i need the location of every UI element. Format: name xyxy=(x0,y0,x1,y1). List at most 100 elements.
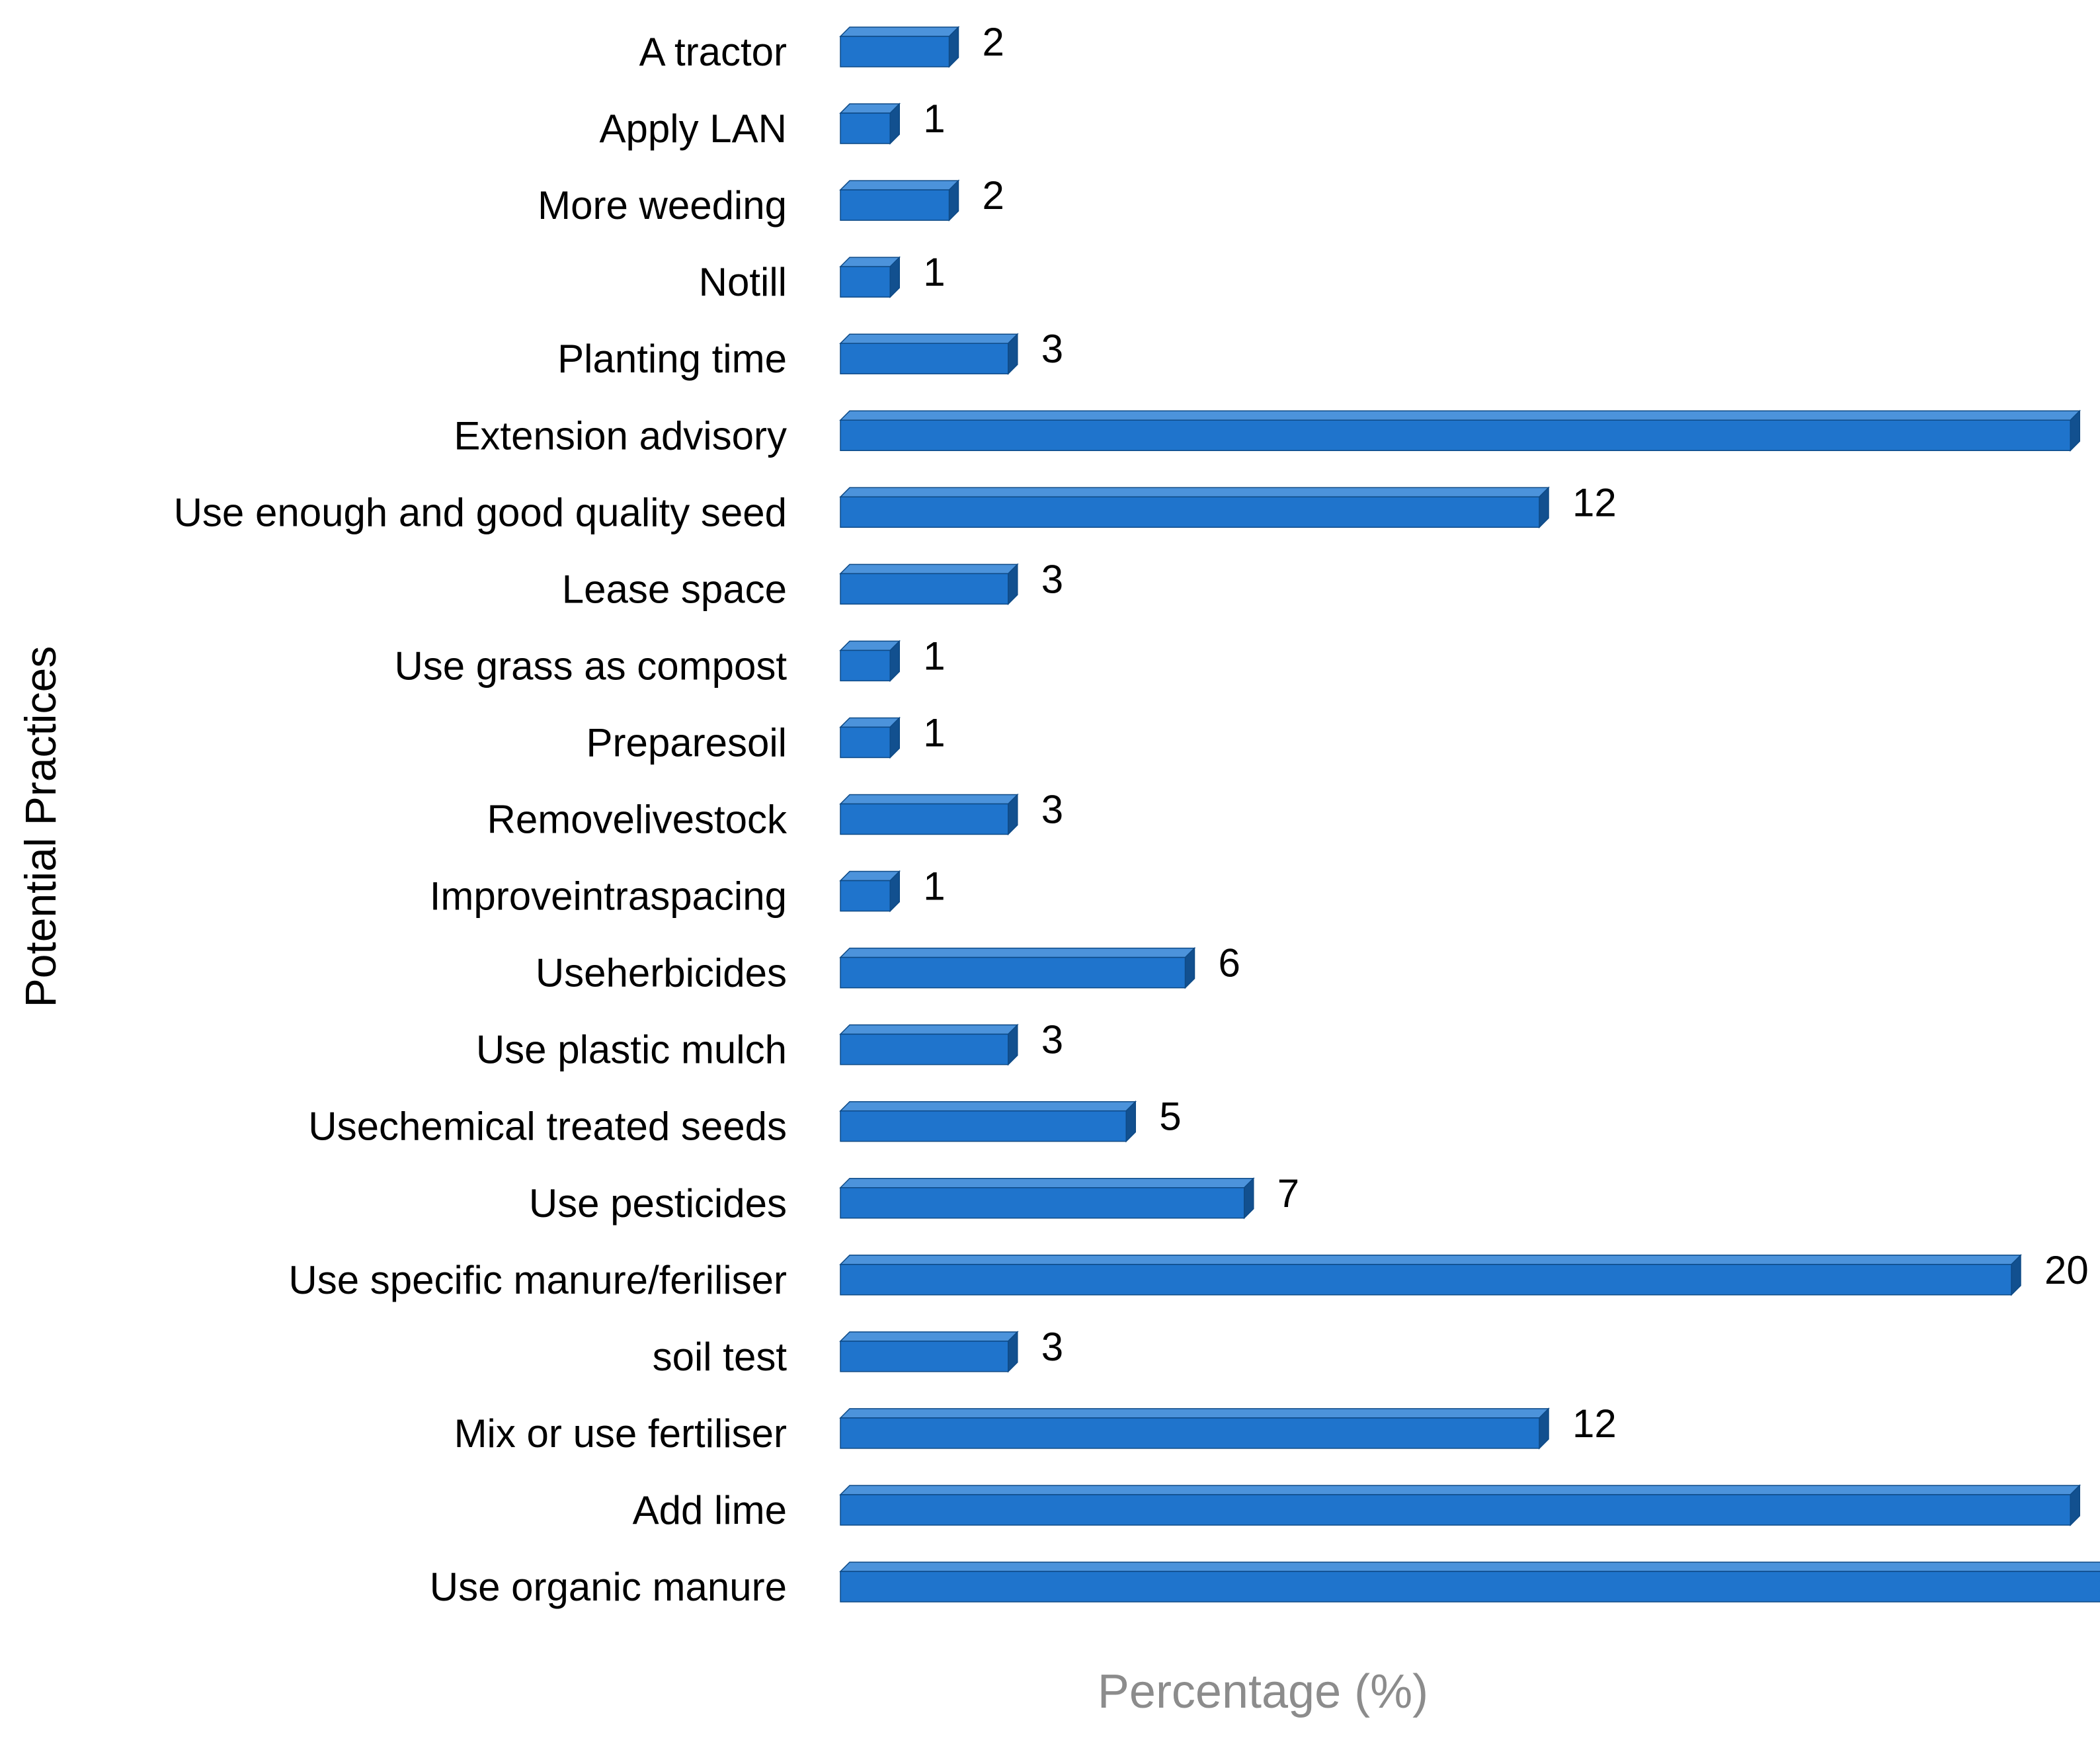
bar xyxy=(840,726,891,759)
value-label: 2 xyxy=(983,20,1004,64)
bar-group xyxy=(839,1407,1550,1450)
value-label: 12 xyxy=(1572,1401,1617,1446)
category-label: More weeding xyxy=(538,183,787,228)
bar-top-face xyxy=(839,717,901,728)
bar-group xyxy=(839,1177,1255,1220)
category-label: Extension advisory xyxy=(454,413,787,458)
value-label: 3 xyxy=(1041,327,1063,371)
bar-top-face xyxy=(839,1485,2081,1495)
bar xyxy=(840,1417,1540,1449)
bar-top-face xyxy=(839,563,1019,575)
category-label: Add lime xyxy=(633,1488,787,1532)
bar-group xyxy=(839,333,1019,376)
bars-layer xyxy=(839,26,2100,1603)
bar-group xyxy=(839,409,2081,452)
value-label: 1 xyxy=(923,864,945,909)
bar-group xyxy=(839,563,1019,606)
bar-top-face xyxy=(839,1255,2022,1265)
bar-group xyxy=(839,640,901,683)
category-label: Mix or use fertiliser xyxy=(454,1411,787,1456)
bar xyxy=(840,1494,2071,1526)
bar-group xyxy=(839,179,960,222)
bar-group xyxy=(839,26,960,68)
value-label: 6 xyxy=(1219,941,1240,985)
value-labels-layer: 212132112311316357203122124 xyxy=(923,20,2089,1446)
bar-group xyxy=(839,256,901,298)
bar-group xyxy=(839,486,1550,529)
bar xyxy=(840,189,950,221)
bar-group xyxy=(839,870,901,913)
bar-top-face xyxy=(839,410,2081,421)
x-axis-title: Percentage (%) xyxy=(1098,1665,1428,1718)
bar xyxy=(840,266,891,298)
bar-top-face xyxy=(839,640,901,651)
bar-top-face xyxy=(839,103,901,114)
category-label: Use pesticides xyxy=(529,1181,787,1226)
y-axis-title: Potential Practices xyxy=(16,646,65,1008)
bar-top-face xyxy=(839,180,960,190)
category-label: Use enough and good quality seed xyxy=(174,490,787,534)
bar-top-face xyxy=(839,1178,1255,1188)
category-label: Removelivestock xyxy=(487,798,788,842)
bar-group xyxy=(839,1562,2100,1603)
bar-group xyxy=(839,1253,2022,1296)
category-labels-layer: A tractor Apply LAN More weeding Notill Plan… xyxy=(174,30,788,1609)
bar-group xyxy=(839,793,1019,836)
bar-top-face xyxy=(839,1331,1019,1342)
category-label: Use grass as compost xyxy=(394,644,787,688)
category-label: A tractor xyxy=(639,30,787,74)
category-label: Notill xyxy=(699,260,787,304)
category-label: Use specific manure/feriliser xyxy=(288,1258,787,1302)
bar xyxy=(840,419,2071,451)
value-label: 1 xyxy=(923,97,945,141)
bar xyxy=(840,1341,1009,1372)
bar-top-face xyxy=(839,947,1196,958)
category-label: Preparesoil xyxy=(586,720,788,765)
bar xyxy=(840,1110,1127,1142)
bar xyxy=(840,1571,2100,1603)
value-label: 20 xyxy=(2044,1248,2089,1292)
bar-group xyxy=(839,1100,1137,1143)
value-label: 3 xyxy=(1041,788,1063,832)
category-label: Lease space xyxy=(562,567,787,611)
value-label: 1 xyxy=(923,710,945,755)
bar xyxy=(840,1187,1245,1219)
bar-group xyxy=(839,1331,1019,1373)
bar-top-face xyxy=(839,26,960,37)
bar xyxy=(840,36,950,67)
bar-top-face xyxy=(839,1408,1550,1419)
category-label: Improveintraspacing xyxy=(430,874,787,919)
bar xyxy=(840,112,891,144)
value-label: 2 xyxy=(983,173,1004,218)
value-label: 1 xyxy=(923,250,945,294)
value-label: 3 xyxy=(1041,557,1063,601)
bar xyxy=(840,1264,2012,1296)
value-label: 5 xyxy=(1159,1095,1181,1139)
value-label: 1 xyxy=(923,634,945,678)
bar-top-face xyxy=(839,794,1019,805)
category-label: soil test xyxy=(653,1335,788,1379)
bar-group xyxy=(839,1484,2081,1526)
bar-top-face xyxy=(839,257,901,267)
bar-top-face xyxy=(839,1024,1019,1035)
bar xyxy=(840,1033,1009,1065)
bar-top-face xyxy=(839,870,901,882)
bar xyxy=(840,956,1186,989)
bar xyxy=(840,343,1009,374)
bar xyxy=(840,803,1009,835)
bar-group xyxy=(839,946,1196,989)
bar-top-face xyxy=(839,487,1550,498)
bar-group xyxy=(839,103,901,145)
bar xyxy=(840,649,891,682)
category-label: Useherbicides xyxy=(536,951,787,995)
value-label: 3 xyxy=(1041,1018,1063,1062)
bar-group xyxy=(839,716,901,759)
value-label: 3 xyxy=(1041,1325,1063,1369)
bar-top-face xyxy=(839,1562,2100,1572)
category-label: Use organic manure xyxy=(430,1565,787,1609)
bar xyxy=(840,880,891,912)
value-label: 12 xyxy=(1572,480,1617,524)
category-label: Usechemical treated seeds xyxy=(308,1104,787,1149)
category-label: Apply LAN xyxy=(600,106,787,151)
